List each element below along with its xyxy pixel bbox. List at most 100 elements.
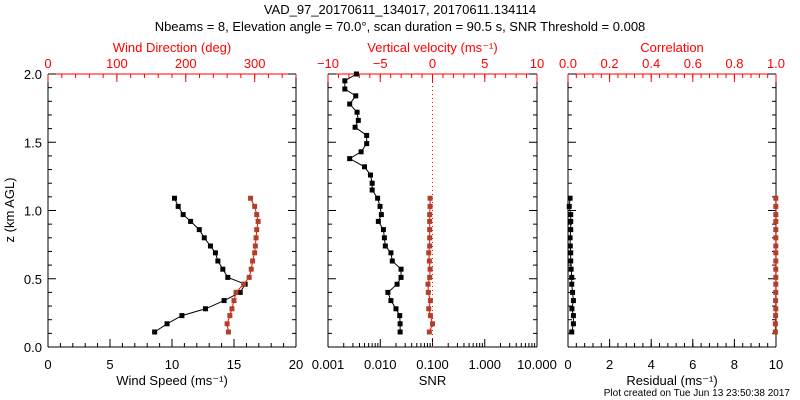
data-point — [381, 235, 387, 241]
data-point — [427, 203, 433, 209]
data-point — [233, 289, 239, 295]
data-point — [772, 321, 778, 327]
data-point — [202, 306, 208, 312]
series-residual — [566, 195, 576, 335]
x2-tick-label: 10 — [530, 56, 544, 71]
y-tick-label: 1.0 — [24, 204, 42, 219]
data-point — [252, 203, 258, 209]
data-point — [426, 258, 432, 264]
data-point — [570, 313, 576, 319]
data-point — [568, 250, 574, 256]
series-line — [344, 73, 402, 332]
data-point — [569, 329, 575, 335]
x2-tick-label: 200 — [175, 56, 197, 71]
data-point — [427, 195, 433, 201]
data-point — [253, 235, 259, 241]
data-point — [773, 212, 779, 218]
x2-axis-label: Wind Direction (deg) — [113, 40, 232, 55]
data-point — [568, 212, 574, 218]
data-point — [385, 289, 391, 295]
data-point — [362, 164, 368, 170]
data-point — [427, 243, 433, 249]
x-tick-label: 4 — [648, 357, 655, 372]
series-wind-direction — [224, 195, 261, 335]
data-point — [426, 306, 432, 312]
data-point — [255, 218, 261, 224]
data-point — [353, 93, 359, 99]
data-point — [358, 149, 364, 155]
data-point — [188, 218, 194, 224]
x2-axis-label: Vertical velocity (ms⁻¹) — [367, 40, 497, 55]
x2-tick-label: 0 — [429, 56, 436, 71]
data-point — [252, 250, 258, 256]
data-point — [342, 86, 348, 92]
x-tick-label: 2 — [606, 357, 613, 372]
data-point — [566, 203, 572, 209]
data-point — [388, 298, 394, 304]
data-point — [427, 212, 433, 218]
data-point — [252, 243, 258, 249]
data-point — [773, 274, 779, 280]
x-tick-label: 5 — [106, 357, 113, 372]
data-point — [397, 321, 403, 327]
x2-tick-label: 5 — [481, 56, 488, 71]
data-point — [425, 281, 431, 287]
data-point — [212, 250, 218, 256]
x-axis-label: Residual (ms⁻¹) — [626, 373, 717, 388]
footer-timestamp: Plot created on Tue Jun 13 23:50:38 2017 — [604, 388, 791, 399]
data-point — [427, 274, 433, 280]
data-point — [353, 71, 359, 77]
data-point — [225, 274, 231, 280]
data-point — [377, 203, 383, 209]
data-point — [427, 266, 433, 272]
x-tick-label: 15 — [227, 357, 241, 372]
data-point — [568, 266, 574, 272]
data-point — [773, 281, 779, 287]
x2-tick-label: 0.0 — [559, 56, 577, 71]
x2-axis-label: Correlation — [640, 40, 704, 55]
data-point — [398, 274, 404, 280]
x2-tick-label: 1.0 — [767, 56, 785, 71]
data-point — [367, 172, 373, 178]
data-point — [375, 218, 381, 224]
data-point — [227, 313, 233, 319]
data-point — [164, 321, 170, 327]
x2-tick-label: 0.6 — [684, 56, 702, 71]
x2-tick-label: 0.8 — [725, 56, 743, 71]
x-tick-label: 20 — [289, 357, 303, 372]
data-point — [773, 313, 779, 319]
data-point — [248, 266, 254, 272]
data-point — [241, 281, 247, 287]
x-tick-label: 10.000 — [517, 357, 557, 372]
data-point — [369, 180, 375, 186]
data-point — [773, 227, 779, 233]
data-point — [207, 243, 213, 249]
x2-tick-label: 0.2 — [601, 56, 619, 71]
data-point — [224, 321, 230, 327]
panel-3: 0 2 4 6 8 10 0.0 0.2 0.4 0.6 0.8 1.0 Residual (ms⁻¹)… — [559, 40, 785, 388]
data-point — [773, 235, 779, 241]
data-point — [196, 227, 202, 233]
y-tick-label: 0.5 — [24, 272, 42, 287]
data-point — [427, 235, 433, 241]
data-point — [567, 235, 573, 241]
data-point — [426, 250, 432, 256]
data-point — [427, 218, 433, 224]
data-point — [248, 195, 254, 201]
data-point — [570, 321, 576, 327]
data-point — [382, 243, 388, 249]
data-point — [364, 141, 370, 147]
data-point — [397, 329, 403, 335]
series-correlation — [772, 195, 779, 335]
x2-tick-label: −10 — [317, 56, 339, 71]
data-point — [246, 274, 252, 280]
series-line — [427, 198, 434, 333]
data-point — [171, 195, 177, 201]
x-axis-label: SNR — [419, 373, 446, 388]
data-point — [221, 298, 227, 304]
data-point — [220, 266, 226, 272]
data-point — [175, 203, 181, 209]
data-point — [570, 289, 576, 295]
data-point — [254, 227, 260, 233]
